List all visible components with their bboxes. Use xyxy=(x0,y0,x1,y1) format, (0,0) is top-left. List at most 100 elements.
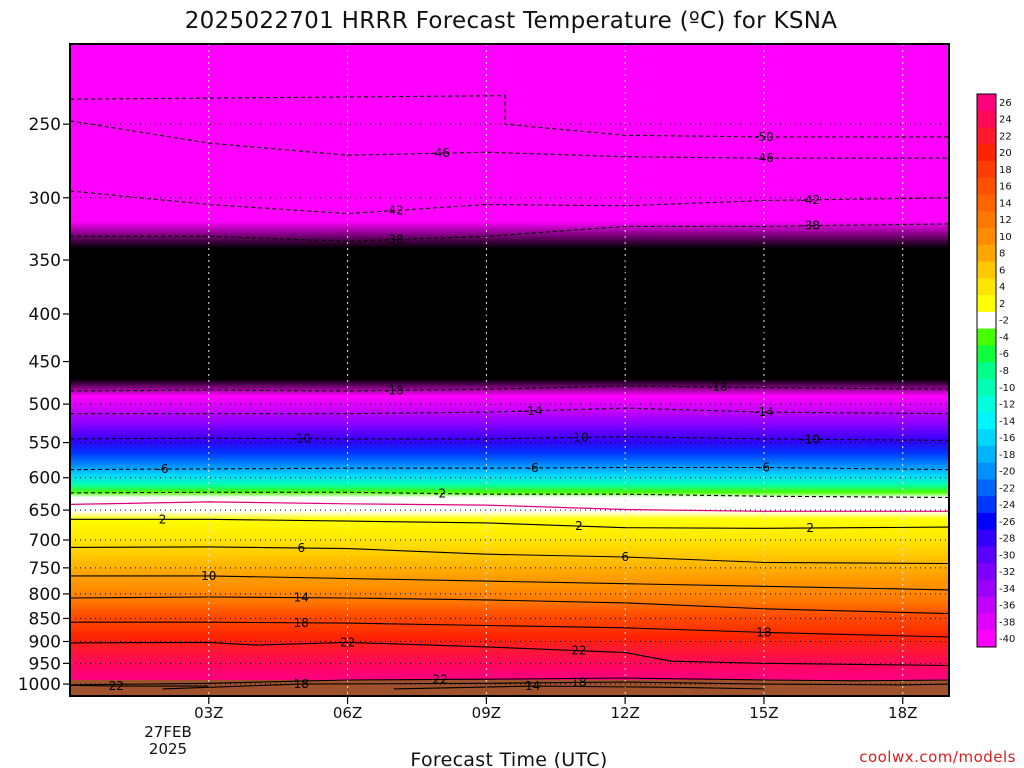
contour-label: -10 xyxy=(292,432,312,446)
contour-label: 22 xyxy=(109,679,124,693)
chart-title: 2025022701 HRRR Forecast Temperature (ºC… xyxy=(185,8,838,34)
y-tick-label: 500 xyxy=(29,395,61,415)
y-tick-label: 350 xyxy=(29,251,61,271)
contour-line xyxy=(70,546,949,565)
colorbar-swatch xyxy=(977,496,996,514)
contour-label: 14 xyxy=(525,679,540,693)
colorbar-label: -34 xyxy=(999,584,1015,595)
colorbar-label: 18 xyxy=(999,165,1012,176)
colorbar-swatch xyxy=(977,479,996,497)
y-tick-label: 300 xyxy=(29,189,61,209)
contour-line xyxy=(162,681,949,690)
contour-label: -30 xyxy=(708,298,728,312)
colorbar-swatch xyxy=(977,161,996,179)
contour-line xyxy=(70,190,949,215)
colorbar-label: 26 xyxy=(999,98,1012,109)
y-tick-label: 600 xyxy=(29,469,61,489)
colorbar-swatch xyxy=(977,127,996,145)
contour-label: 18 xyxy=(294,616,309,630)
colorbar-swatch xyxy=(977,563,996,581)
contour-line xyxy=(70,223,949,242)
contour-label: -46 xyxy=(430,146,450,160)
colorbar-swatch xyxy=(977,261,996,279)
colorbar-swatch xyxy=(977,194,996,212)
contour-label: -6 xyxy=(527,461,539,475)
x-axis-label: Forecast Time (UTC) xyxy=(410,749,607,768)
colorbar-swatch xyxy=(977,546,996,564)
x-tick-label: 12Z xyxy=(610,704,639,722)
contour-label: 2 xyxy=(806,521,814,535)
y-tick-label: 750 xyxy=(29,559,61,579)
colorbar-swatch xyxy=(977,328,996,346)
colorbar-label: -18 xyxy=(999,450,1015,461)
colorbar-label: -12 xyxy=(999,400,1015,411)
colorbar-label: -26 xyxy=(999,517,1015,528)
colorbar-label: -10 xyxy=(999,383,1015,394)
colorbar-label: 12 xyxy=(999,215,1012,226)
contour-line xyxy=(70,333,949,342)
colorbar-label: 16 xyxy=(999,182,1012,193)
y-tick-label: 650 xyxy=(29,501,61,521)
contour-label: -18 xyxy=(708,380,728,394)
colorbar-label: -6 xyxy=(999,349,1009,360)
contour-label: -6 xyxy=(157,462,169,476)
x-tick-label: 03Z xyxy=(194,704,223,722)
colorbar-swatch xyxy=(977,429,996,447)
contour-label: -38 xyxy=(384,233,404,247)
y-tick-label: 450 xyxy=(29,353,61,373)
contour-label: 6 xyxy=(621,550,629,564)
contour-label: -14 xyxy=(754,405,774,419)
x-gridlines xyxy=(208,44,904,696)
contour-label: -30 xyxy=(430,307,450,321)
contour-labels: -50-46 -46-42-42-38-38-34-30 -30-30-26 -26-… xyxy=(106,130,820,693)
colorbar-label: 20 xyxy=(999,148,1012,159)
colorbar-swatch xyxy=(977,228,996,246)
contour-line xyxy=(70,385,949,392)
contour-label: -38 xyxy=(800,219,820,233)
colorbar-label: 10 xyxy=(999,232,1012,243)
colorbar-swatch xyxy=(977,613,996,631)
contour-line xyxy=(70,361,949,369)
colorbar-label: 6 xyxy=(999,265,1005,276)
colorbar-label: 4 xyxy=(999,282,1005,293)
y-tick-label: 700 xyxy=(29,531,61,551)
colorbar-swatch xyxy=(977,295,996,313)
contour-label: -50 xyxy=(754,130,774,144)
colorbar-swatch xyxy=(977,211,996,229)
colorbar-label: -20 xyxy=(999,467,1015,478)
colorbar-label: 14 xyxy=(999,198,1012,209)
colorbar-swatch xyxy=(977,529,996,547)
colorbar-swatch xyxy=(977,144,996,162)
contour-line xyxy=(70,501,949,512)
contour-label: -42 xyxy=(384,204,404,218)
contour-label: -42 xyxy=(800,193,820,207)
contour-label: -34 xyxy=(245,277,265,291)
contour-label: -18 xyxy=(384,383,404,397)
plot-frame xyxy=(69,43,950,697)
y-tick-label: 550 xyxy=(29,434,61,454)
contour-line xyxy=(70,297,949,315)
contour-line xyxy=(70,407,949,415)
contour-label: -2 xyxy=(434,487,446,501)
colorbar-swatch xyxy=(977,94,996,112)
x-axis: 03Z 06Z 09Z 12Z 15Z 18Z xyxy=(194,696,917,722)
x-tick-label: 15Z xyxy=(749,704,778,722)
y-tick-label: 400 xyxy=(29,305,61,325)
colorbar-swatch xyxy=(977,177,996,195)
contour-label: 2 xyxy=(159,512,167,526)
colorbar-swatch xyxy=(977,362,996,380)
contour-label: 2 xyxy=(575,519,583,533)
contour-line xyxy=(393,685,764,690)
x-tick-label: 06Z xyxy=(333,704,362,722)
date-label-day: 27FEB xyxy=(144,723,191,741)
contour-line xyxy=(70,596,949,615)
contour-label: 22 xyxy=(571,644,586,658)
contour-label: 22 xyxy=(340,635,355,649)
y-tick-label: 900 xyxy=(29,633,61,653)
contour-line xyxy=(70,518,949,529)
colorbar-swatch xyxy=(977,512,996,531)
contour-label: -14 xyxy=(523,404,543,418)
colorbar-swatch xyxy=(977,579,996,598)
contour-lines xyxy=(70,95,949,690)
